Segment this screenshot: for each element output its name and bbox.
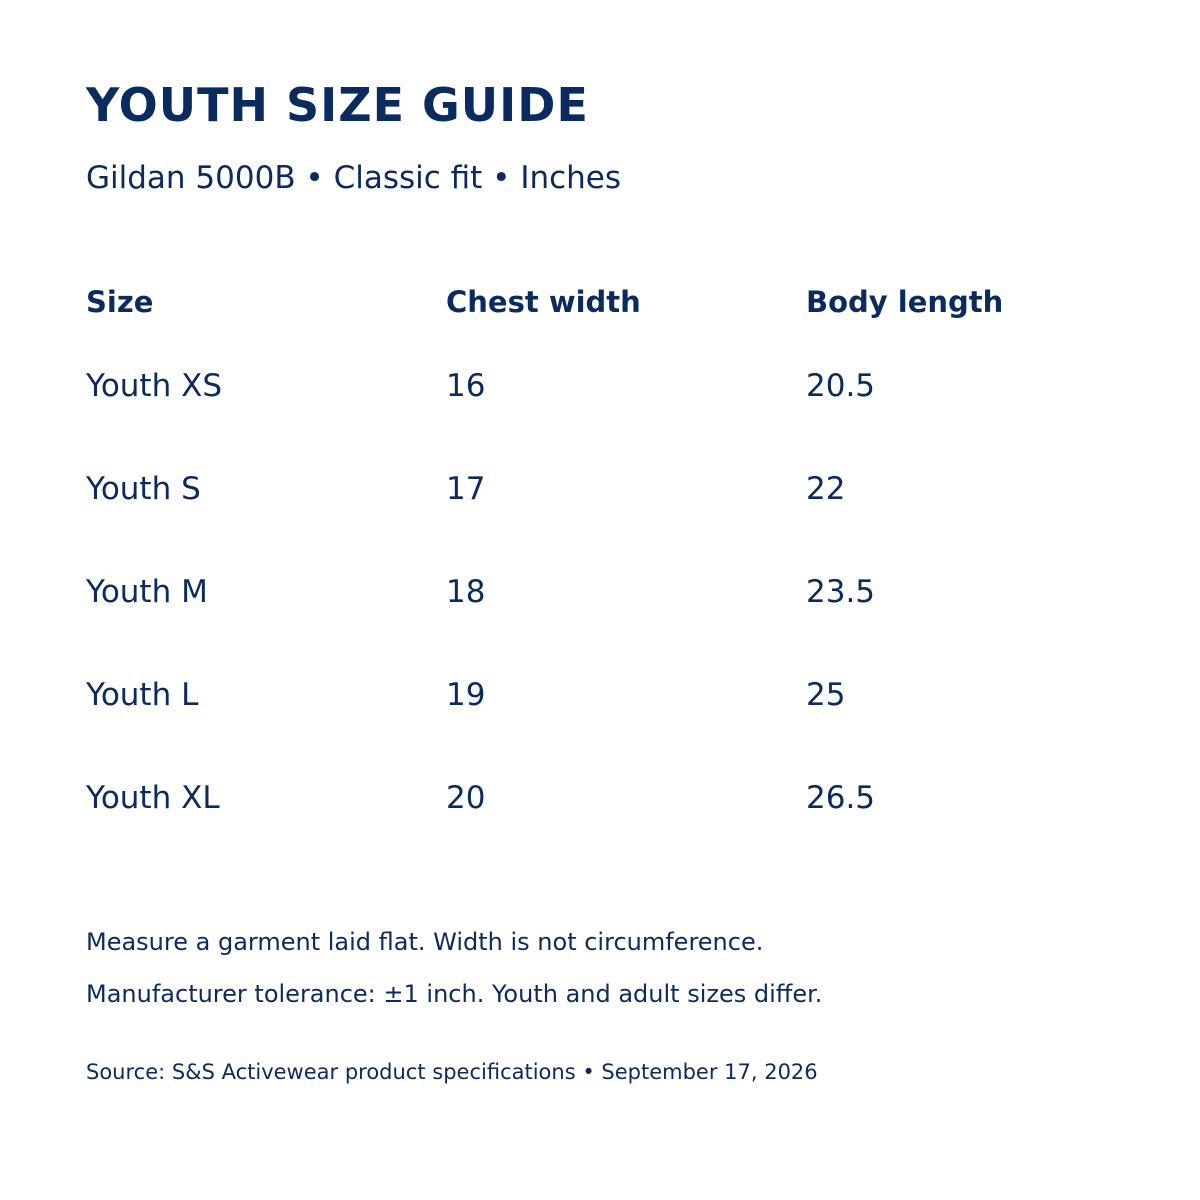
size-cell: Youth XS: [86, 368, 223, 404]
column-header-size: Size: [86, 285, 154, 319]
size-cell: Youth M: [86, 574, 208, 610]
size-cell: Youth XL: [86, 780, 220, 816]
chest-width-cell: 17: [446, 471, 486, 507]
body-length-cell: 26.5: [806, 780, 876, 816]
page-title: YOUTH SIZE GUIDE: [86, 78, 589, 132]
size-cell: Youth S: [86, 471, 201, 507]
table-row: Youth M 18 23.5: [86, 568, 1126, 671]
table-header-row: Size Chest width Body length: [86, 278, 1126, 362]
table-row: Youth XS 16 20.5: [86, 362, 1126, 465]
body-length-cell: 23.5: [806, 574, 876, 610]
tolerance-note: Manufacturer tolerance: ±1 inch. Youth a…: [86, 980, 823, 1008]
page-subtitle: Gildan 5000B • Classic fit • Inches: [86, 160, 622, 196]
source-footer: Source: S&S Activewear product specifica…: [86, 1060, 818, 1084]
column-header-chest-width: Chest width: [446, 285, 641, 319]
table-row: Youth L 19 25: [86, 671, 1126, 774]
table-row: Youth XL 20 26.5: [86, 774, 1126, 877]
chest-width-cell: 16: [446, 368, 486, 404]
table-row: Youth S 17 22: [86, 465, 1126, 568]
body-length-cell: 20.5: [806, 368, 876, 404]
column-header-body-length: Body length: [806, 285, 1004, 319]
measurement-note: Measure a garment laid flat. Width is no…: [86, 928, 764, 956]
chest-width-cell: 19: [446, 677, 486, 713]
chest-width-cell: 20: [446, 780, 486, 816]
chest-width-cell: 18: [446, 574, 486, 610]
size-table: Size Chest width Body length Youth XS 16…: [86, 278, 1126, 877]
size-cell: Youth L: [86, 677, 199, 713]
body-length-cell: 22: [806, 471, 846, 507]
body-length-cell: 25: [806, 677, 846, 713]
